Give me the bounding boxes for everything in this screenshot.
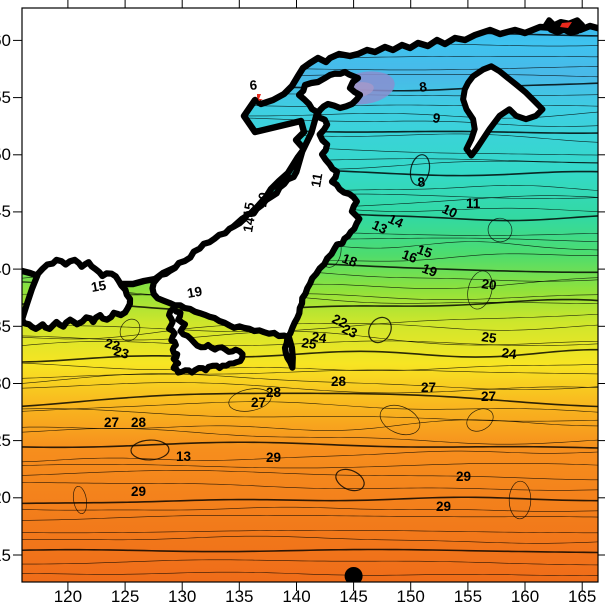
svg-text:120: 120 [54,587,82,605]
svg-text:55: 55 [0,88,11,107]
svg-text:19: 19 [186,284,203,301]
svg-text:135: 135 [225,587,253,605]
svg-text:24: 24 [311,329,328,346]
svg-text:13: 13 [176,449,192,464]
svg-text:27: 27 [421,380,436,395]
svg-text:28: 28 [331,374,347,389]
svg-text:160: 160 [511,587,539,605]
svg-text:45: 45 [0,202,11,221]
svg-text:14: 14 [240,216,257,234]
svg-text:28: 28 [131,415,147,430]
svg-text:29: 29 [131,484,146,499]
svg-text:10: 10 [254,191,271,208]
svg-text:15: 15 [90,277,108,294]
svg-text:25: 25 [0,431,11,450]
svg-text:28: 28 [266,385,282,400]
svg-text:20: 20 [0,488,11,507]
svg-text:150: 150 [397,587,425,605]
svg-text:25: 25 [481,329,498,346]
svg-text:165: 165 [568,587,596,605]
svg-text:15: 15 [0,546,11,565]
svg-text:29: 29 [456,469,471,484]
svg-text:35: 35 [0,317,11,336]
svg-text:140: 140 [282,587,310,605]
svg-text:24: 24 [501,345,518,362]
svg-text:27: 27 [104,415,119,430]
svg-text:125: 125 [111,587,139,605]
svg-text:155: 155 [454,587,482,605]
svg-text:40: 40 [0,260,11,279]
svg-text:60: 60 [0,31,11,50]
svg-text:130: 130 [168,587,196,605]
svg-text:11: 11 [466,196,481,211]
svg-text:27: 27 [251,395,266,410]
svg-text:29: 29 [266,450,281,465]
svg-text:145: 145 [339,587,367,605]
svg-text:27: 27 [481,389,496,404]
svg-text:30: 30 [0,374,11,393]
svg-text:20: 20 [481,276,498,293]
svg-text:50: 50 [0,145,11,164]
svg-text:29: 29 [436,499,451,514]
